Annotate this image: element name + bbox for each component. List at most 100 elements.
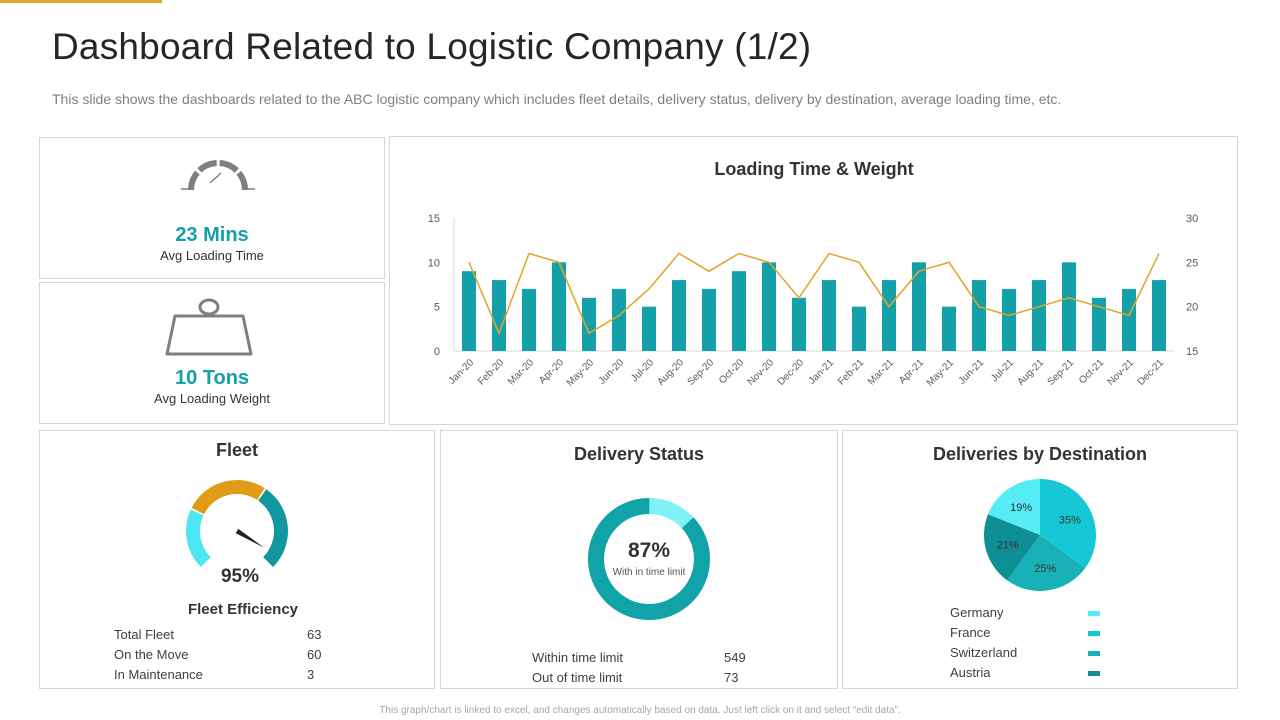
kpi-loading-time-value: 23 Mins bbox=[175, 224, 249, 246]
delivery-percent-caption: With in time limit bbox=[612, 567, 686, 578]
fleet-row-label: Total Fleet bbox=[114, 627, 174, 642]
delivery-row-value: 549 bbox=[724, 650, 746, 665]
gauge-segment bbox=[258, 489, 288, 568]
gauge-needle bbox=[235, 528, 265, 548]
bar bbox=[942, 306, 956, 351]
x-axis-tick: Jan-20 bbox=[447, 357, 477, 387]
bar bbox=[582, 297, 596, 351]
kpi-loading-weight-value: 10 Tons bbox=[174, 367, 250, 389]
bar bbox=[642, 306, 656, 351]
bar bbox=[672, 280, 686, 351]
chart-title: Loading Time & Weight bbox=[714, 159, 913, 179]
kpi-loading-time-label: Avg Loading Time bbox=[160, 248, 264, 263]
x-axis-tick: Jun-20 bbox=[597, 357, 627, 387]
bar bbox=[732, 271, 746, 351]
legend-label: Switzerland bbox=[950, 645, 1018, 660]
x-axis-tick: Mar-20 bbox=[506, 357, 536, 387]
bar bbox=[1062, 262, 1076, 351]
fleet-row-value: 3 bbox=[307, 667, 315, 682]
legend-label: Germany bbox=[950, 605, 1004, 620]
destination-card: Deliveries by Destination 19% 35% 25% 21% G… bbox=[842, 430, 1238, 689]
destination-pie-chart: 19% 35% 25% 21% bbox=[984, 479, 1096, 591]
x-axis-tick: Dec-20 bbox=[776, 357, 807, 388]
line-series bbox=[468, 252, 1160, 336]
x-axis-tick: Jul-21 bbox=[989, 357, 1016, 384]
fleet-efficiency-value: 95% bbox=[220, 566, 260, 587]
destination-title: Deliveries by Destination bbox=[932, 444, 1148, 464]
bar bbox=[1092, 297, 1106, 351]
bar bbox=[462, 271, 476, 351]
fleet-gauge bbox=[186, 480, 288, 568]
fleet-title: Fleet bbox=[215, 440, 258, 460]
bar bbox=[972, 280, 986, 351]
fleet-row-label: On the Move bbox=[114, 647, 189, 662]
delivery-status-title: Delivery Status bbox=[573, 444, 705, 464]
x-axis-tick: Jul-20 bbox=[629, 357, 656, 384]
x-axis-tick: May-20 bbox=[565, 357, 597, 389]
x-axis-tick: Feb-21 bbox=[836, 357, 866, 387]
bar bbox=[852, 306, 866, 351]
x-axis-tick: Oct-21 bbox=[1077, 357, 1106, 386]
x-axis-tick: Jan-21 bbox=[807, 357, 837, 387]
x-axis-tick: Dec-21 bbox=[1136, 357, 1167, 388]
bar bbox=[522, 288, 536, 351]
delivery-donut-chart bbox=[588, 498, 710, 620]
delivery-row-value: 73 bbox=[724, 670, 739, 685]
bar bbox=[1122, 288, 1136, 351]
pie-value-label: 21% bbox=[997, 539, 1019, 551]
x-axis-tick: Aug-20 bbox=[656, 357, 687, 388]
pie-slice bbox=[987, 479, 1040, 535]
left-axis-tick: 15 bbox=[428, 213, 440, 225]
page-subtitle: This slide shows the dashboards related … bbox=[52, 91, 1062, 107]
x-axis-tick: Nov-21 bbox=[1106, 357, 1137, 388]
weight-icon bbox=[165, 298, 253, 356]
stopwatch-icon bbox=[181, 160, 255, 191]
loading-time-weight-chart: Loading Time & Weight 0 5 10 15 15 20 25 30 Jan-… bbox=[428, 159, 1199, 389]
bar bbox=[552, 262, 566, 351]
pie-slice bbox=[1040, 479, 1096, 568]
kpi-loading-weight-card: 10 Tons Avg Loading Weight bbox=[39, 282, 385, 424]
fleet-row-label: In Maintenance bbox=[114, 667, 203, 682]
kpi-loading-time-card: 23 Mins Avg Loading Time bbox=[39, 137, 385, 279]
kpi-loading-weight-label: Avg Loading Weight bbox=[154, 391, 270, 406]
x-axis-tick: Nov-20 bbox=[746, 357, 777, 388]
right-axis-tick: 20 bbox=[1186, 302, 1198, 314]
x-axis-tick: Apr-21 bbox=[897, 357, 926, 386]
delivery-percent-value: 87% bbox=[627, 539, 671, 562]
pie-value-label: 35% bbox=[1059, 515, 1081, 527]
bar bbox=[612, 288, 626, 351]
fleet-row-value: 60 bbox=[307, 647, 322, 662]
legend-swatch bbox=[1088, 671, 1100, 676]
pie-value-label: 19% bbox=[1010, 502, 1032, 514]
left-axis-tick: 5 bbox=[434, 302, 440, 314]
pie-value-label: 25% bbox=[1034, 563, 1056, 575]
x-axis-tick: Sep-20 bbox=[686, 357, 717, 388]
pie-slice bbox=[1007, 535, 1086, 591]
left-axis-tick: 10 bbox=[428, 257, 440, 269]
legend-swatch bbox=[1088, 651, 1100, 656]
page-title: Dashboard Related to Logistic Company (1… bbox=[52, 26, 812, 67]
bar bbox=[792, 297, 806, 351]
x-axis-tick: May-21 bbox=[925, 357, 957, 389]
right-axis-tick: 15 bbox=[1186, 346, 1198, 358]
pie-slice bbox=[984, 514, 1040, 581]
accent-bar bbox=[0, 0, 162, 3]
bar bbox=[882, 280, 896, 351]
bar bbox=[822, 280, 836, 351]
fleet-efficiency-label: Fleet Efficiency bbox=[187, 601, 299, 618]
footer-note: This graph/chart is linked to excel, and… bbox=[379, 705, 901, 716]
bar bbox=[702, 288, 716, 351]
legend-label: France bbox=[950, 625, 991, 640]
legend-swatch bbox=[1088, 611, 1100, 616]
bar bbox=[1002, 288, 1016, 351]
left-axis-tick: 0 bbox=[434, 346, 440, 358]
destination-legend: Germany France Switzerland Austria bbox=[843, 431, 1239, 690]
x-axis-tick: Oct-20 bbox=[717, 357, 746, 386]
x-axis-tick: Sep-21 bbox=[1046, 357, 1077, 388]
bar bbox=[762, 262, 776, 351]
delivery-row-label: Out of time limit bbox=[532, 670, 623, 685]
x-axis-tick: Mar-21 bbox=[866, 357, 896, 387]
delivery-status-card: Delivery Status 87% With in time limit W… bbox=[440, 430, 838, 689]
legend-swatch bbox=[1088, 631, 1100, 636]
gauge-segment bbox=[186, 509, 211, 568]
